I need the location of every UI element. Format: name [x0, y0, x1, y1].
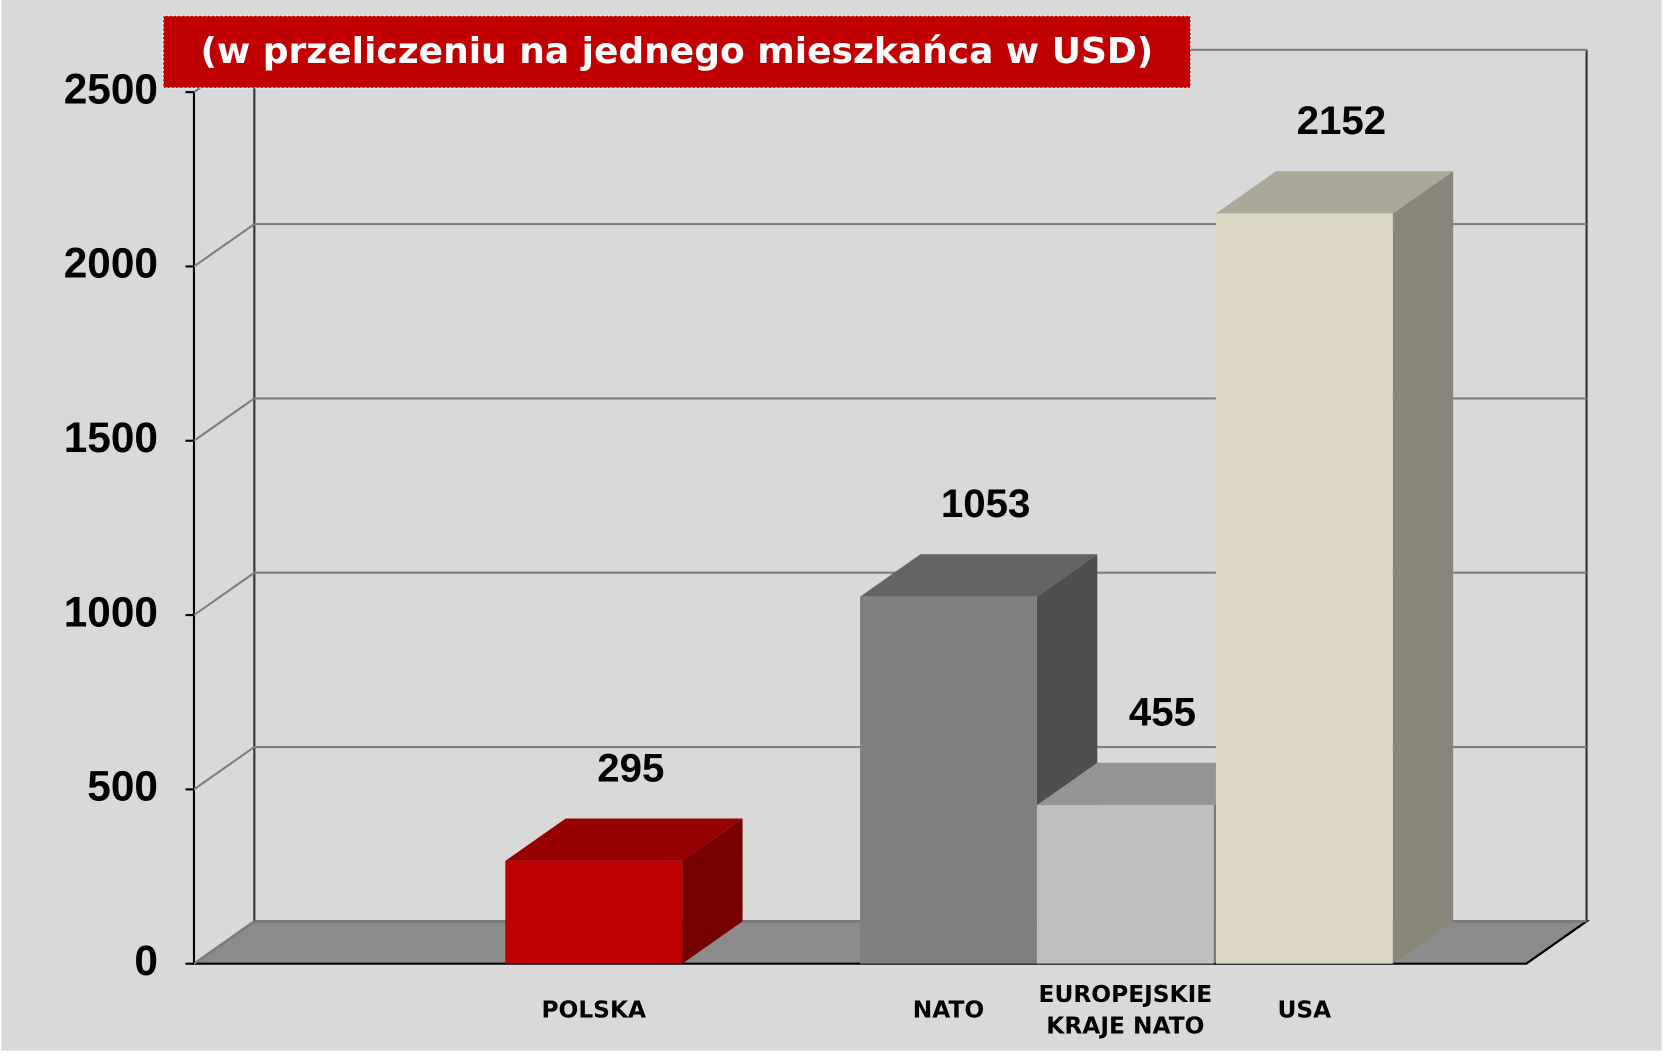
- bar-top: [1036, 762, 1275, 806]
- x-tick-label-box: EUROPEJSKIE KRAJE NATO: [1038, 981, 1213, 1040]
- bar-side: [682, 818, 743, 964]
- bar-top: [1215, 171, 1454, 214]
- bar-front: [505, 860, 683, 964]
- y-tick-label: 2000: [64, 240, 158, 287]
- value-label: 455: [1129, 690, 1196, 735]
- value-label: 1053: [941, 481, 1031, 526]
- y-tick-label: 1000: [64, 588, 158, 635]
- x-tick-label-box: POLSKA: [541, 997, 647, 1025]
- bar: [1215, 171, 1454, 964]
- value-label: 295: [597, 745, 664, 790]
- bar-front: [1036, 805, 1214, 964]
- y-tick-label: 500: [87, 763, 158, 810]
- value-label: 2152: [1297, 98, 1387, 143]
- title-box: [162, 15, 1192, 89]
- bar: [505, 818, 743, 964]
- x-tick-label: EUROPEJSKIE KRAJE NATO: [1038, 981, 1213, 1040]
- bar-front: [860, 596, 1037, 964]
- x-tick-label-box: USA: [1277, 997, 1332, 1025]
- grid-line-side: [193, 571, 255, 616]
- x-tick-label: POLSKA: [541, 997, 647, 1025]
- x-tick-label: NATO: [912, 997, 985, 1025]
- y-tick-label: 2500: [64, 65, 158, 112]
- x-tick-label-box: NATO: [912, 997, 985, 1025]
- floor-right: [1525, 920, 1588, 965]
- bar-top: [860, 554, 1098, 597]
- grid-line-side: [193, 223, 255, 268]
- grid-line-side: [193, 397, 255, 442]
- grid-line-side: [193, 746, 255, 791]
- bar-top: [505, 818, 743, 861]
- x-tick-label: USA: [1277, 997, 1332, 1025]
- bar-side: [1392, 171, 1454, 964]
- bar-front: [1215, 213, 1393, 964]
- grid-line-side: [193, 920, 255, 965]
- y-tick-label: 1500: [64, 414, 158, 461]
- y-tick-label: 0: [134, 937, 158, 984]
- chart-title: (w przeliczeniu na jednego mieszkańca w …: [201, 31, 1154, 72]
